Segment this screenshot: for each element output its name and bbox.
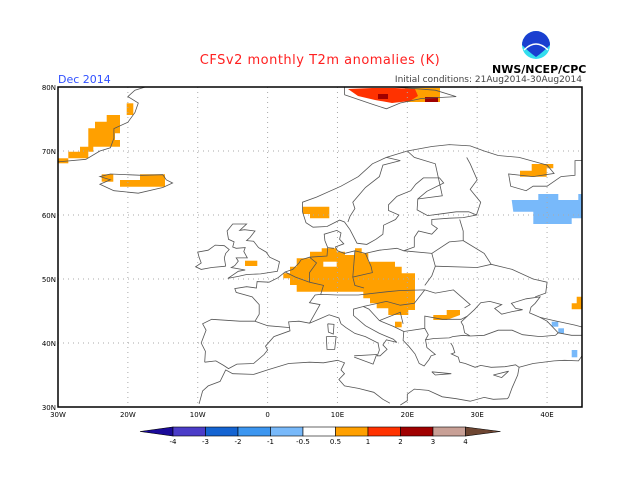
- coastline: [400, 342, 520, 406]
- colorbar-bin: [335, 426, 369, 437]
- colorbar-label: -4: [170, 438, 178, 446]
- anomaly-patch-orange: [395, 321, 402, 328]
- colorbar-label: -0.5: [296, 438, 310, 446]
- colorbar-label: 2: [398, 438, 402, 446]
- anomaly-patch-orange: [126, 103, 134, 115]
- coastline: [254, 320, 291, 328]
- anomaly-patch-orange: [520, 164, 554, 177]
- coastline: [407, 150, 443, 200]
- coastline: [226, 223, 280, 279]
- anomaly-patch-orange: [433, 310, 460, 320]
- coastline: [462, 240, 492, 265]
- lon-tick-label: 20E: [401, 411, 414, 419]
- colorbar-bin: [270, 426, 304, 437]
- coastline: [98, 173, 174, 194]
- anomaly-patch-orange: [58, 158, 69, 164]
- forecast-month: Dec 2014: [58, 73, 111, 86]
- colorbar-label: -2: [235, 438, 242, 446]
- lon-tick-label: 0: [265, 411, 269, 419]
- coastline: [327, 323, 335, 335]
- lat-tick-label: 80N: [42, 84, 56, 92]
- coastline: [57, 86, 146, 163]
- coastline: [431, 371, 452, 376]
- colorbar-label: 3: [431, 438, 435, 446]
- anomaly-patch-lightblue: [571, 350, 578, 358]
- colorbar-label: -3: [202, 438, 209, 446]
- colorbar-bin: [367, 426, 401, 437]
- coastline: [204, 296, 559, 370]
- colorbar-label: 4: [463, 438, 468, 446]
- noaa-logo-icon: [522, 31, 550, 59]
- coastline: [308, 289, 471, 324]
- coastline: [403, 327, 429, 340]
- coastline: [347, 157, 401, 223]
- lon-tick-label: 10W: [190, 411, 206, 419]
- coastline: [309, 256, 318, 283]
- anomaly-patch-orange: [68, 115, 120, 159]
- gridlines: [58, 87, 582, 407]
- colorbar-bin: [205, 426, 239, 437]
- coastline: [352, 253, 373, 289]
- initial-conditions: Initial conditions: 21Aug2014-30Aug2014: [394, 75, 582, 85]
- lat-tick-label: 70N: [42, 148, 56, 156]
- lon-tick-label: 20W: [120, 411, 136, 419]
- coastline: [354, 354, 378, 365]
- anomaly-patch-orange: [283, 248, 415, 315]
- coastline: [200, 144, 582, 363]
- chart-title: CFSv2 monthly T2m anomalies (K): [199, 53, 441, 68]
- anomaly-patch-darkred: [378, 94, 388, 99]
- coastline: [435, 263, 548, 298]
- anomaly-patch-lightblue: [558, 328, 564, 334]
- coastline: [558, 332, 582, 336]
- lat-tick-label: 30N: [42, 404, 56, 412]
- anomaly-patch-orange: [120, 174, 165, 187]
- coastline: [493, 370, 509, 379]
- lat-tick-label: 60N: [42, 212, 56, 220]
- coastlines: [57, 86, 583, 406]
- colorbar-bin: [432, 426, 466, 437]
- coastline: [327, 247, 335, 249]
- coastline: [363, 289, 426, 307]
- coastline: [424, 315, 468, 329]
- colorbar-label: -1: [267, 438, 274, 446]
- colorbar-label: 1: [366, 438, 370, 446]
- anomaly-patch-lightblue: [551, 321, 559, 327]
- coastline: [198, 359, 391, 404]
- coastline: [540, 317, 583, 328]
- anomaly-patch-lightblue: [511, 194, 582, 224]
- coastline: [466, 157, 482, 216]
- lat-tick-label: 40N: [42, 340, 56, 348]
- anomaly-patch-orange: [302, 206, 330, 219]
- colorbar-bin: [172, 426, 206, 437]
- anomaly-patch-orange: [245, 260, 258, 266]
- map-frame: [57, 86, 583, 408]
- coastline: [352, 250, 356, 278]
- coastline: [325, 336, 337, 350]
- lon-tick-label: 40E: [540, 411, 553, 419]
- colorbar-arrow-low: [139, 426, 174, 437]
- colorbar: -4 -3 -2 -1 -0.5 0.5 1 2 3 4: [139, 426, 501, 446]
- colorbar-bin: [400, 426, 434, 437]
- anomaly-patch-white: [323, 261, 337, 267]
- colorbar-bin: [302, 426, 336, 437]
- lon-tick-label: 30W: [50, 411, 66, 419]
- lat-tick-label: 50N: [42, 276, 56, 284]
- anomaly-patches: [58, 88, 582, 358]
- agency-label: NWS/NCEP/CPC: [492, 63, 587, 76]
- coastline: [518, 355, 583, 368]
- coastline: [379, 311, 404, 324]
- colorbar-label: 0.5: [330, 438, 341, 446]
- lon-tick-label: 30E: [471, 411, 484, 419]
- colorbar-bin: [237, 426, 271, 437]
- lon-tick-label: 10E: [331, 411, 344, 419]
- coastline: [431, 219, 464, 254]
- axis-labels: 30W 20W 10W 0 10E 20E 30E 40E 80N 70N 60N 50N 40N 30N: [42, 84, 554, 419]
- colorbar-arrow-high: [465, 426, 501, 437]
- anomaly-patch-orange: [571, 296, 582, 310]
- coastline: [194, 244, 230, 270]
